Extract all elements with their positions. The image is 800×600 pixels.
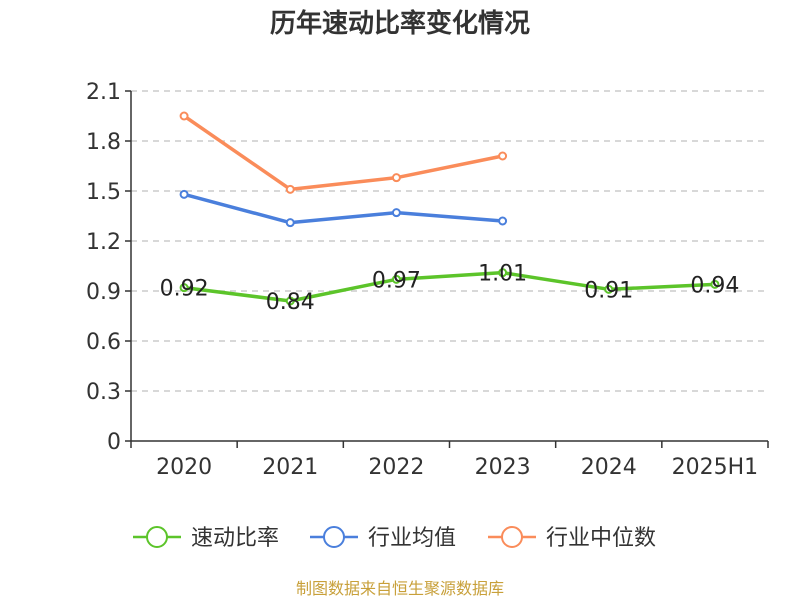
data-point xyxy=(179,111,189,121)
data-point xyxy=(391,208,401,218)
data-label: 0.94 xyxy=(690,273,739,298)
x-tick-label: 2024 xyxy=(581,455,637,480)
y-tick-label: 1.2 xyxy=(86,230,121,255)
series-line-2 xyxy=(183,114,503,192)
y-tick-label: 0 xyxy=(107,430,121,455)
y-axis: 0 0.3 0.6 0.9 1.2 1.5 1.8 2.1 xyxy=(86,80,132,455)
legend-label: 行业均值 xyxy=(368,526,456,551)
data-labels: 0.92 0.84 0.97 1.01 0.91 0.94 xyxy=(160,262,740,315)
data-label: 0.91 xyxy=(584,278,633,303)
data-point xyxy=(498,216,508,226)
x-tick-label: 2023 xyxy=(475,455,531,480)
y-tick-label: 0.6 xyxy=(86,330,121,355)
data-label: 0.92 xyxy=(160,277,209,302)
x-tick-label: 2021 xyxy=(262,455,318,480)
legend-label: 速动比率 xyxy=(191,526,279,551)
data-point xyxy=(179,189,189,199)
legend: 速动比率 行业均值 行业中位数 xyxy=(133,526,656,551)
x-tick-label: 2025H1 xyxy=(672,455,759,480)
data-point xyxy=(710,279,720,289)
data-point xyxy=(391,173,401,183)
source-note: 制图数据来自恒生聚源数据库 xyxy=(296,579,504,598)
y-tick-label: 0.3 xyxy=(86,380,121,405)
series-line-1 xyxy=(183,192,503,225)
data-point xyxy=(391,274,401,284)
y-tick-label: 1.5 xyxy=(86,180,121,205)
x-tick-label: 2020 xyxy=(156,455,212,480)
data-label: 0.84 xyxy=(266,290,315,315)
x-axis: 2020 2021 2022 2023 2024 2025H1 xyxy=(130,440,769,480)
legend-marker xyxy=(501,526,523,548)
series-line-0 xyxy=(183,270,715,303)
legend-label: 行业中位数 xyxy=(546,526,656,551)
data-point xyxy=(285,218,295,228)
data-point xyxy=(285,296,295,306)
chart-title: 历年速动比率变化情况 xyxy=(270,8,530,39)
data-point xyxy=(285,184,295,194)
data-label: 0.97 xyxy=(372,268,421,293)
y-tick-label: 2.1 xyxy=(86,80,121,105)
x-tick-label: 2022 xyxy=(368,455,424,480)
data-point xyxy=(498,151,508,161)
data-point xyxy=(179,283,189,293)
data-label: 1.01 xyxy=(478,262,527,287)
series-layer xyxy=(179,111,720,306)
y-tick-label: 0.9 xyxy=(86,280,121,305)
legend-marker xyxy=(146,526,168,548)
data-point xyxy=(604,284,614,294)
y-tick-label: 1.8 xyxy=(86,130,121,155)
legend-marker xyxy=(323,526,345,548)
grid-lines xyxy=(131,90,768,392)
data-point xyxy=(498,268,508,278)
